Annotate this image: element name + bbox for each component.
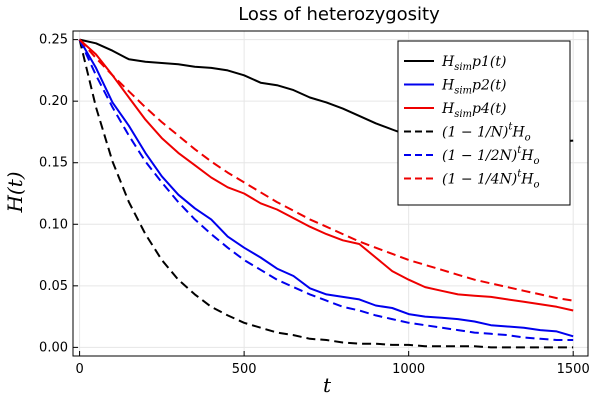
legend-sup: t bbox=[517, 145, 522, 156]
series-line-4 bbox=[78, 39, 574, 349]
legend: Hsimp1(t)Hsimp2(t)Hsimp4(t)(1 − 1/N)tHo(… bbox=[397, 40, 571, 206]
legend-sup: t bbox=[508, 122, 513, 133]
legend-sup: t bbox=[517, 169, 522, 180]
y-tick-label: 0.00 bbox=[39, 340, 68, 355]
legend-rest: p2(t) bbox=[472, 78, 506, 94]
legend-main: H bbox=[441, 101, 455, 117]
ticks: 0 500 1000 1500 0.00 0.05 0.10 0.15 0.20 0.25 bbox=[39, 33, 590, 377]
y-tick-label: 0.25 bbox=[39, 33, 68, 48]
series-layer bbox=[78, 38, 574, 349]
legend-sub: sim bbox=[454, 109, 472, 120]
y-tick-label: 0.15 bbox=[39, 156, 68, 171]
legend-main: (1 − 1/2N) bbox=[442, 148, 517, 164]
legend-label-2: Hsimp2(t) bbox=[441, 78, 506, 97]
legend-main: (1 − 1/N) bbox=[442, 125, 508, 141]
legend-rest_sub: o bbox=[525, 133, 531, 144]
legend-label-3: Hsimp4(t) bbox=[441, 101, 506, 120]
legend-rest: p1(t) bbox=[472, 54, 506, 70]
series-line-6 bbox=[78, 38, 574, 302]
legend-sub: sim bbox=[454, 62, 472, 73]
x-tick-label: 0 bbox=[75, 362, 83, 377]
legend-main: (1 − 1/4N) bbox=[442, 172, 517, 188]
legend-rest_sub: o bbox=[534, 156, 540, 167]
legend-rest: H bbox=[520, 172, 534, 188]
chart-title: Loss of heterozygosity bbox=[238, 4, 440, 25]
x-tick-label: 1000 bbox=[392, 362, 425, 377]
legend-main: H bbox=[441, 78, 455, 94]
legend-main: H bbox=[441, 54, 455, 70]
legend-label-1: Hsimp1(t) bbox=[441, 54, 506, 73]
legend-label-4: (1 − 1/N)tHo bbox=[442, 122, 531, 144]
x-tick-label: 500 bbox=[232, 362, 257, 377]
y-tick-label: 0.10 bbox=[39, 217, 68, 232]
x-axis-label: t bbox=[323, 373, 332, 397]
x-tick-label: 1500 bbox=[557, 362, 590, 377]
legend-rest: p4(t) bbox=[472, 101, 506, 117]
series-line-2 bbox=[78, 39, 574, 338]
legend-rest_sub: o bbox=[534, 180, 540, 191]
series-line-3 bbox=[78, 38, 574, 312]
legend-rest: H bbox=[520, 148, 534, 164]
legend-label-6: (1 − 1/4N)tHo bbox=[442, 169, 540, 191]
y-axis-label: H(t) bbox=[3, 171, 27, 213]
legend-rest: H bbox=[511, 125, 525, 141]
plot-frame bbox=[72, 30, 589, 357]
legend-sub: sim bbox=[454, 86, 472, 97]
y-tick-label: 0.20 bbox=[39, 94, 68, 109]
legend-label-5: (1 − 1/2N)tHo bbox=[442, 145, 540, 167]
series-line-5 bbox=[78, 39, 574, 341]
legend-box bbox=[397, 40, 571, 206]
y-tick-label: 0.05 bbox=[39, 279, 68, 294]
